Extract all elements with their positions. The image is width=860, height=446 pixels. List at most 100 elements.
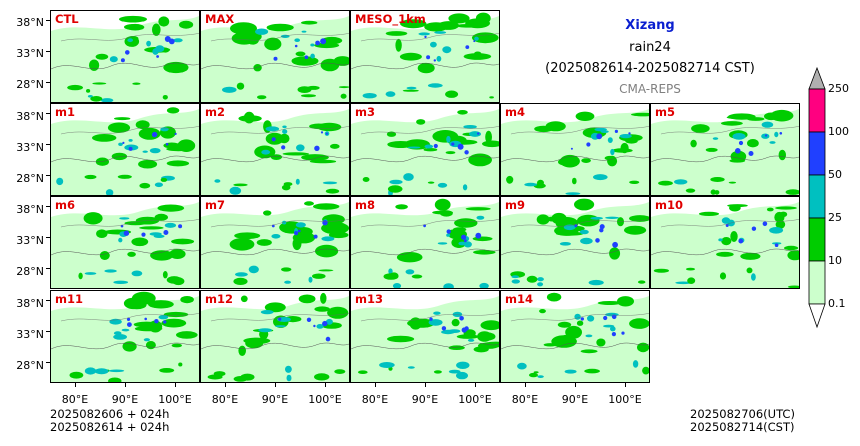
rainstorm-area xyxy=(294,231,299,236)
border-line xyxy=(660,219,799,228)
moderate-rain-area xyxy=(551,212,567,225)
heavy-rain-area xyxy=(437,242,448,245)
border-line xyxy=(51,155,199,163)
southern-rain-area xyxy=(456,371,468,380)
rainstorm-area xyxy=(574,224,578,228)
moderate-rain-area xyxy=(546,292,562,302)
rainstorm-area xyxy=(595,238,600,243)
heavy-rain-area xyxy=(579,229,589,235)
lon-tick xyxy=(575,383,576,387)
heavy-rain-area xyxy=(149,148,161,154)
lat-label: 28°N xyxy=(16,359,44,372)
rainstorm-area xyxy=(325,132,328,135)
map-panel-meso: MESO_1km xyxy=(350,10,500,103)
lon-tick xyxy=(425,383,426,387)
heavy-rain-area xyxy=(436,55,442,62)
colorbar-bin-50-100 xyxy=(808,131,826,176)
southern-rain-area xyxy=(746,267,753,274)
southern-rain-area xyxy=(314,373,330,381)
southern-rain-area xyxy=(427,83,443,88)
moderate-rain-area xyxy=(637,342,649,353)
moderate-rain-area xyxy=(607,155,618,167)
lon-label: 90°E xyxy=(261,393,289,406)
moderate-rain-area xyxy=(624,225,647,235)
lon-tick xyxy=(625,383,626,387)
southern-rain-area xyxy=(207,374,223,380)
panel-label: m9 xyxy=(505,198,525,212)
panel-label: m4 xyxy=(505,105,525,119)
southern-rain-area xyxy=(379,362,395,368)
southern-rain-area xyxy=(564,369,577,374)
southern-rain-area xyxy=(728,181,737,184)
moderate-rain-area xyxy=(163,61,189,74)
moderate-rain-area xyxy=(386,131,397,137)
precip-field xyxy=(501,198,649,288)
heavy-rain-area xyxy=(152,48,159,55)
southern-rain-area xyxy=(537,179,544,186)
rainstorm-area xyxy=(315,40,320,46)
moderate-rain-area xyxy=(301,154,329,161)
heavy-rain-area xyxy=(127,38,133,43)
lon-label: 80°E xyxy=(361,393,389,406)
border-line xyxy=(210,219,349,228)
southern-rain-area xyxy=(94,368,109,375)
southern-rain-area xyxy=(233,183,248,187)
rainstorm-area xyxy=(123,230,130,236)
border-line xyxy=(360,33,499,42)
rainstorm-area xyxy=(765,134,768,137)
moderate-rain-area xyxy=(150,250,174,261)
southern-rain-area xyxy=(222,86,237,93)
heavy-rain-area xyxy=(310,53,315,59)
colorbar-tick: 50 xyxy=(828,168,842,181)
border-line xyxy=(51,62,199,70)
southern-rain-area xyxy=(537,375,544,378)
colorbar-tick: 250 xyxy=(828,82,849,95)
rainstorm-area xyxy=(320,131,324,134)
heavy-rain-area xyxy=(321,236,335,242)
moderate-rain-area xyxy=(629,318,649,329)
southern-rain-area xyxy=(108,377,122,382)
moderate-rain-area xyxy=(611,148,633,153)
southern-rain-area xyxy=(642,366,649,375)
light-rain-area xyxy=(351,108,499,195)
rainstorm-area xyxy=(151,131,158,138)
southern-rain-area xyxy=(358,370,368,374)
moderate-rain-area xyxy=(321,222,349,235)
moderate-rain-area xyxy=(107,122,131,133)
precip-field xyxy=(351,108,499,195)
moderate-rain-area xyxy=(279,133,290,144)
rainstorm-area xyxy=(154,319,159,324)
rainstorm-area xyxy=(603,315,608,321)
panel-label: m13 xyxy=(355,292,383,306)
rainstorm-area xyxy=(304,55,309,59)
southern-rain-area xyxy=(402,89,419,92)
map-panel-m11: m11 xyxy=(50,290,200,383)
map-panel-m12: m12 xyxy=(200,290,350,383)
colorbar-bin-10-25 xyxy=(808,217,826,262)
moderate-rain-area xyxy=(385,31,408,36)
heavy-rain-area xyxy=(113,334,127,340)
heavy-rain-area xyxy=(761,121,774,128)
moderate-rain-area xyxy=(597,301,622,305)
moderate-rain-area xyxy=(596,338,606,347)
light-rain-area xyxy=(51,15,199,102)
moderate-rain-area xyxy=(138,159,158,169)
lat-label: 33°N xyxy=(16,234,44,247)
heavy-rain-area xyxy=(580,237,593,245)
southern-rain-area xyxy=(479,282,489,288)
lat-tick xyxy=(46,175,50,176)
lat-label: 33°N xyxy=(16,47,44,60)
lat-tick xyxy=(46,331,50,332)
southern-rain-area xyxy=(719,272,727,280)
panel-label: m5 xyxy=(655,105,675,119)
southern-rain-area xyxy=(236,82,245,90)
moderate-rain-area xyxy=(729,204,741,212)
moderate-rain-area xyxy=(256,239,272,246)
heavy-rain-area xyxy=(463,125,477,129)
moderate-rain-area xyxy=(92,134,117,142)
moderate-rain-area xyxy=(321,36,343,45)
lon-label: 100°E xyxy=(458,393,492,406)
moderate-rain-area xyxy=(468,153,492,167)
moderate-rain-area xyxy=(328,231,349,239)
moderate-rain-area xyxy=(787,250,799,261)
